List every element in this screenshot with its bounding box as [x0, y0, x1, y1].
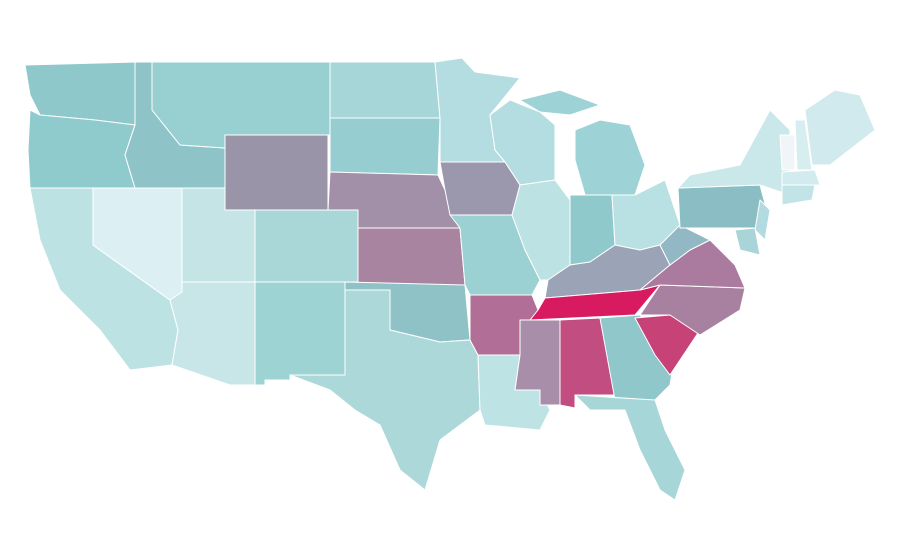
state: [779, 134, 796, 171]
state: [574, 394, 686, 501]
state: [781, 169, 821, 186]
state: [734, 227, 761, 256]
state: [804, 89, 876, 166]
state: [357, 227, 466, 286]
state: [519, 89, 601, 116]
state: [254, 209, 359, 283]
state: [224, 134, 329, 211]
state: [329, 117, 441, 176]
state: [677, 109, 791, 196]
state: [289, 289, 481, 491]
state: [781, 184, 816, 206]
state: [574, 119, 646, 196]
state: [254, 281, 346, 386]
state: [169, 281, 256, 386]
state: [439, 161, 521, 216]
state: [329, 61, 441, 119]
state: [677, 184, 769, 229]
state: [754, 199, 771, 241]
